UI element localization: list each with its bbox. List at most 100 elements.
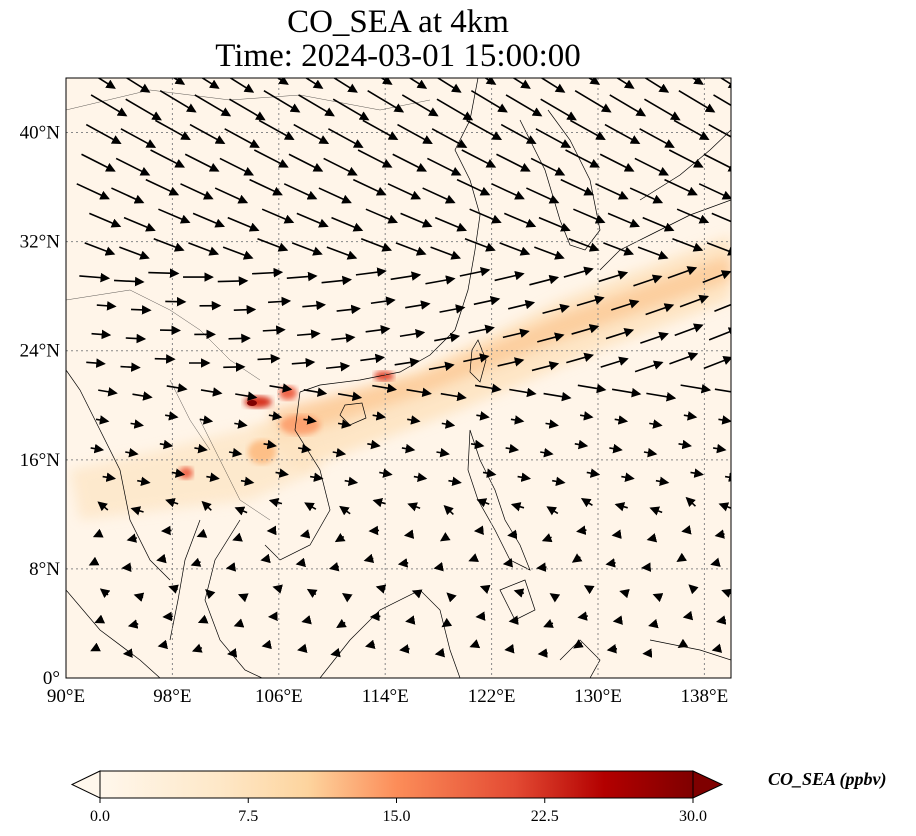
wind-arrow xyxy=(714,303,731,313)
wind-arrow xyxy=(365,208,398,224)
wind-arrow xyxy=(540,98,577,121)
wind-arrow xyxy=(664,178,698,196)
wind-arrow xyxy=(76,183,110,200)
wind-arrow xyxy=(150,149,186,168)
wind-arrow xyxy=(323,157,358,176)
wind-arrow xyxy=(643,447,658,458)
wind-arrow xyxy=(102,472,117,482)
wind-arrow xyxy=(439,304,466,314)
wind-arrow xyxy=(586,468,601,478)
wind-arrow xyxy=(194,94,232,117)
wind-arrow xyxy=(130,506,144,516)
wind-arrow xyxy=(162,611,173,622)
wind-arrow xyxy=(682,610,694,621)
wind-arrow xyxy=(621,472,635,482)
wind-arrow xyxy=(566,352,594,364)
wind-arrow xyxy=(543,391,572,402)
wind-arrow xyxy=(434,332,461,343)
wind-arrow xyxy=(115,157,151,176)
wind-arrow xyxy=(262,325,286,335)
wind-arrow xyxy=(196,528,208,538)
wind-arrow xyxy=(303,387,328,397)
wind-arrow xyxy=(529,274,560,286)
lon-tick-label: 90°E xyxy=(47,686,85,707)
wind-arrow xyxy=(367,90,405,113)
wind-arrow xyxy=(192,212,226,228)
wind-arrow xyxy=(611,299,640,311)
wind-arrow xyxy=(702,270,731,284)
wind-arrow xyxy=(394,357,420,368)
map-frame xyxy=(65,77,732,679)
wind-arrow xyxy=(469,639,481,649)
wind-arrow xyxy=(605,558,616,568)
wind-arrow xyxy=(673,119,710,141)
wind-arrow xyxy=(260,553,271,564)
wind-arrow xyxy=(97,78,116,89)
wind-arrow xyxy=(125,333,147,344)
wind-arrow xyxy=(569,119,606,141)
wind-arrow xyxy=(159,439,174,450)
wind-arrow xyxy=(400,212,433,228)
wind-arrow xyxy=(411,589,423,599)
colorbar-tick-label: 7.5 xyxy=(238,808,258,825)
wind-arrow xyxy=(291,357,316,368)
wind-arrow xyxy=(634,157,669,176)
wind-arrow xyxy=(644,78,670,93)
colorbar-tick-label: 0.0 xyxy=(90,808,110,825)
coastlines xyxy=(66,78,731,678)
wind-arrow xyxy=(508,299,536,310)
wind-arrow xyxy=(598,270,629,283)
wind-arrow xyxy=(583,585,595,595)
wind-arrow xyxy=(676,552,688,563)
wind-arrow xyxy=(263,439,277,450)
wind-arrow xyxy=(352,178,387,196)
wind-arrow xyxy=(408,78,428,89)
wind-arrow xyxy=(205,588,216,600)
wind-arrow xyxy=(459,266,491,277)
wind-arrow xyxy=(574,90,612,113)
wind-arrow xyxy=(606,644,618,654)
wind-arrow xyxy=(716,615,727,625)
wind-arrow xyxy=(644,98,681,121)
wind-arrow xyxy=(127,619,139,629)
wind-arrow xyxy=(90,642,101,652)
wind-arrow xyxy=(372,411,387,421)
wind-arrow xyxy=(503,212,537,228)
wind-arrow xyxy=(706,242,731,256)
wind-arrow xyxy=(708,123,731,138)
wind-arrow xyxy=(399,644,410,654)
wind-arrow xyxy=(367,439,381,450)
wind-arrow xyxy=(649,419,663,429)
wind-arrow xyxy=(463,353,490,363)
wind-arrow xyxy=(573,639,584,649)
wind-arrow xyxy=(99,588,111,599)
wind-arrow xyxy=(545,419,559,429)
wind-arrow xyxy=(160,525,172,536)
wind-arrow xyxy=(223,362,246,372)
wind-arrow xyxy=(268,497,283,508)
wind-arrow xyxy=(690,468,704,478)
lat-tick-label: 0° xyxy=(43,668,60,689)
wind-arrow xyxy=(154,354,176,364)
wind-arrow xyxy=(468,553,480,563)
wind-arrow xyxy=(439,532,451,542)
lat-tick-label: 24°N xyxy=(20,341,61,362)
wind-arrow xyxy=(646,533,658,543)
wind-arrow xyxy=(683,411,698,421)
wind-arrow xyxy=(369,611,381,622)
wind-arrow xyxy=(190,557,202,567)
wind-arrow xyxy=(576,295,605,307)
wind-arrow xyxy=(484,78,497,85)
wind-arrow xyxy=(470,439,485,450)
wind-arrow xyxy=(125,98,162,121)
wind-arrow xyxy=(401,94,439,117)
wind-arrow xyxy=(560,178,595,196)
wind-vectors xyxy=(76,78,731,658)
wind-arrow xyxy=(86,358,106,368)
wind-arrow xyxy=(392,153,427,172)
wind-arrow xyxy=(655,476,670,487)
wind-arrow xyxy=(372,383,398,393)
wind-arrow xyxy=(510,502,525,512)
wind-arrow xyxy=(88,556,100,566)
wind-arrow xyxy=(261,208,295,224)
